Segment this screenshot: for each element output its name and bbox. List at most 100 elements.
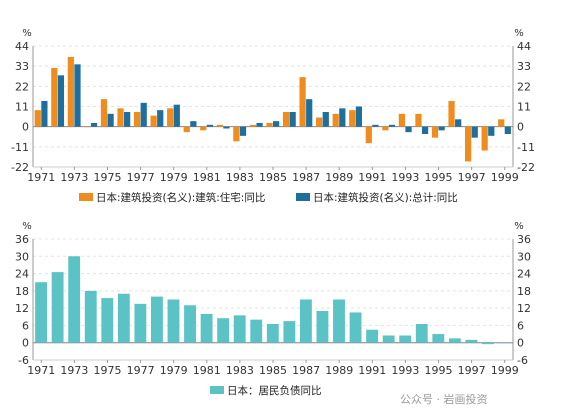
bar-residential-1995 — [431, 126, 439, 138]
y-tick-label-left: -11 — [11, 141, 29, 154]
y-tick-label-left: 36 — [15, 233, 29, 246]
bar-household-debt-1991 — [366, 329, 379, 343]
y-tick-label-right: 6 — [517, 319, 524, 332]
bar-residential-1997 — [465, 126, 472, 162]
x-tick-label: 1997 — [458, 364, 486, 377]
x-tick-label: 1973 — [60, 171, 88, 184]
bar-total-1976 — [124, 112, 131, 127]
y-tick-label-right: 12 — [517, 302, 531, 315]
bar-total-1975 — [107, 113, 114, 127]
bar-total-1981 — [206, 124, 214, 127]
bar-residential-1996 — [448, 101, 455, 127]
watermark: 公众号 · 岩画投资 — [400, 392, 488, 406]
x-tick-label: 1993 — [391, 364, 419, 377]
x-tick-label: 1983 — [226, 364, 254, 377]
y-tick-label-left: 6 — [22, 319, 29, 332]
bar-residential-1992 — [382, 126, 389, 131]
bar-residential-1973 — [67, 57, 74, 127]
y-tick-label-left: -22 — [11, 161, 29, 174]
legend-swatch-residential — [79, 193, 93, 201]
bar-household-debt-1996 — [448, 338, 461, 343]
bar-household-debt-1995 — [432, 334, 445, 343]
bar-total-1995 — [438, 126, 445, 131]
y-unit-label-left: % — [22, 28, 32, 39]
y-tick-label-right: 30 — [517, 250, 531, 263]
x-tick-label: 1973 — [60, 364, 88, 377]
bar-total-1997 — [471, 126, 478, 138]
bar-household-debt-1993 — [399, 335, 412, 343]
legend-label-household-debt: 日本：居民负债同比 — [227, 384, 322, 397]
bar-household-debt-1976 — [117, 293, 130, 343]
bar-residential-1972 — [51, 68, 58, 127]
bar-residential-1991 — [365, 126, 372, 144]
chart-top-construction-investment: -22 -22 -11 -11 0 0 11 11 22 22 33 33 44 44% % 1971 1973… — [11, 28, 535, 184]
bar-household-debt-1982 — [217, 318, 230, 343]
bar-total-1979 — [173, 104, 180, 127]
y-tick-label-right: -6 — [517, 354, 528, 367]
y-tick-label-right: 18 — [517, 285, 531, 298]
bar-household-debt-1998 — [482, 342, 494, 345]
bar-household-debt-1988 — [316, 311, 329, 343]
x-tick-label: 1997 — [458, 171, 486, 184]
bar-total-1983 — [239, 126, 247, 136]
bar-household-debt-1980 — [184, 305, 196, 343]
bar-household-debt-1975 — [101, 298, 114, 343]
bar-total-1986 — [289, 112, 296, 127]
legend-swatch-total — [296, 193, 310, 201]
bar-total-1974 — [90, 123, 98, 127]
y-tick-label-left: 22 — [15, 80, 29, 93]
bar-total-1993 — [405, 126, 412, 133]
bar-household-debt-1984 — [250, 319, 263, 343]
y-tick-label-right: 0 — [517, 121, 524, 134]
bar-residential-1988 — [316, 117, 323, 127]
x-tick-label: 1993 — [391, 171, 419, 184]
bar-household-debt-1972 — [51, 272, 64, 343]
bar-household-debt-1986 — [283, 321, 296, 343]
bar-total-1982 — [223, 126, 230, 129]
y-tick-label-right: -22 — [517, 161, 535, 174]
bar-total-1992 — [388, 124, 396, 127]
x-tick-label: 1971 — [27, 171, 55, 184]
bar-household-debt-1983 — [233, 315, 246, 343]
bar-residential-1977 — [133, 112, 141, 127]
x-tick-label: 1987 — [292, 364, 320, 377]
y-tick-label-left: -6 — [18, 354, 29, 367]
x-tick-label: 1987 — [292, 171, 320, 184]
x-tick-label: 1979 — [160, 171, 188, 184]
bar-residential-1979 — [167, 108, 174, 127]
y-unit-label-right: % — [514, 28, 524, 39]
x-tick-label: 1989 — [325, 171, 353, 184]
y-tick-label-left: 11 — [15, 101, 29, 114]
bar-household-debt-1978 — [151, 296, 163, 343]
bar-total-1977 — [140, 102, 147, 127]
y-tick-label-left: 18 — [15, 285, 29, 298]
x-tick-label: 1985 — [259, 171, 287, 184]
bar-total-1980 — [190, 121, 197, 127]
x-tick-label: 1975 — [93, 171, 121, 184]
bar-household-debt-1997 — [465, 339, 478, 343]
bar-residential-1998 — [481, 126, 488, 151]
bar-residential-1974 — [84, 126, 91, 128]
x-tick-label: 1989 — [325, 364, 353, 377]
x-tick-label: 1991 — [358, 171, 386, 184]
bar-residential-1999 — [498, 119, 505, 127]
bar-residential-1975 — [100, 99, 108, 127]
y-tick-label-left: 0 — [22, 337, 29, 350]
bar-residential-1980 — [183, 126, 190, 133]
bar-household-debt-1990 — [349, 312, 362, 343]
y-unit-label-right: % — [514, 221, 524, 232]
x-tick-label: 1995 — [425, 364, 453, 377]
legend-top: 日本:建筑投资(名义):建筑:住宅:同比 日本:建筑投资(名义):总计:同比 — [79, 191, 458, 204]
bar-total-1996 — [455, 119, 462, 127]
chart-bottom-household-debt: -6 -6 0 0 6 6 12 12 18 18 24 24 30 30 36 36% % 1971 1973 19… — [15, 221, 531, 377]
bar-total-1991 — [372, 124, 379, 127]
bar-residential-1986 — [282, 112, 290, 127]
bar-residential-1971 — [34, 110, 41, 127]
bar-total-1985 — [273, 121, 280, 127]
x-tick-label: 1977 — [127, 364, 155, 377]
y-tick-label-left: 0 — [22, 121, 29, 134]
legend-label-total: 日本:建筑投资(名义):总计:同比 — [313, 191, 458, 204]
bar-household-debt-1974 — [84, 290, 97, 343]
y-tick-label-right: 24 — [517, 268, 531, 281]
bar-total-1978 — [157, 110, 164, 127]
